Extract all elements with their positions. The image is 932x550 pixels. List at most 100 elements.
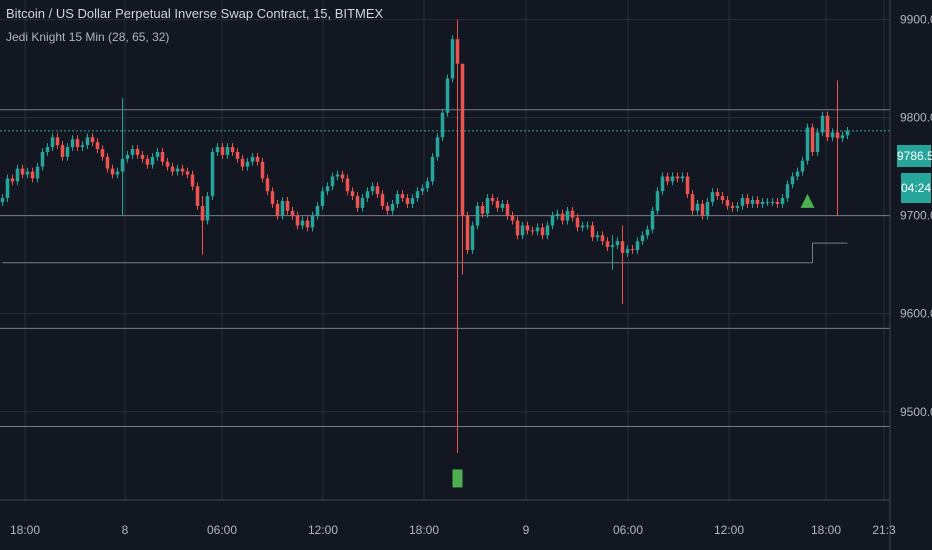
candle-body <box>470 225 475 250</box>
current-price-badge: 9786.5 <box>897 145 932 167</box>
candle-body <box>500 203 505 208</box>
candle-body <box>295 215 300 226</box>
candle-body <box>40 151 45 167</box>
candle-body <box>585 225 590 227</box>
candle-body <box>505 203 510 216</box>
candle-body <box>845 130 850 136</box>
candle-body <box>685 176 690 195</box>
candle-body <box>10 178 15 182</box>
candle-body <box>615 241 620 246</box>
candle-body <box>350 191 355 197</box>
candle-body <box>15 168 20 182</box>
candle-body <box>570 210 575 218</box>
candle-body <box>490 198 495 201</box>
candle-body <box>245 161 250 167</box>
candle-body <box>740 198 745 206</box>
candle-body <box>180 168 185 172</box>
candle-body <box>665 176 670 182</box>
x-tick-label: 06:00 <box>207 523 237 537</box>
candle-body <box>315 205 320 216</box>
candle-body <box>290 210 295 216</box>
candle-body <box>335 174 340 177</box>
candle-body <box>65 147 70 157</box>
candle-body <box>715 192 720 197</box>
candle-body <box>530 230 535 232</box>
candle-body <box>255 156 260 162</box>
candle-body <box>135 149 140 155</box>
candle-body <box>100 149 105 157</box>
candle-body <box>640 235 645 242</box>
candle-body <box>285 200 290 211</box>
candle-body <box>635 241 640 250</box>
candle-body <box>125 154 130 159</box>
candle-body <box>215 147 220 152</box>
candle-body <box>405 198 410 204</box>
candle-body <box>320 191 325 206</box>
candle-body <box>225 147 230 155</box>
candle-body <box>165 161 170 167</box>
candle-body <box>810 127 815 152</box>
candle-body <box>80 145 85 148</box>
candle-body <box>805 127 810 161</box>
candle-body <box>595 235 600 238</box>
candle-body <box>105 156 110 169</box>
candle-body <box>55 137 60 146</box>
candle-body <box>600 235 605 242</box>
candle-body <box>160 151 165 162</box>
candle-body <box>645 229 650 236</box>
candle-body <box>150 156 155 165</box>
candle-body <box>590 225 595 238</box>
candle-body <box>540 227 545 236</box>
candle-body <box>120 158 125 172</box>
y-tick-label: 9900.0 <box>900 13 932 27</box>
y-tick-label: 9700.0 <box>900 209 932 223</box>
candle-body <box>775 201 780 204</box>
x-tick-label: 12:00 <box>308 523 338 537</box>
candle-body <box>240 158 245 167</box>
candle-body <box>835 132 840 139</box>
candle-body <box>340 174 345 179</box>
candle-body <box>555 213 560 216</box>
candle-body <box>800 160 805 172</box>
candle-body <box>485 198 490 214</box>
candle-body <box>480 205 485 214</box>
x-tick-label: 8 <box>122 523 129 537</box>
candle-body <box>450 39 455 79</box>
indicator-label: Jedi Knight 15 Min (28, 65, 32) <box>6 30 170 44</box>
candle-body <box>50 137 55 148</box>
candle-body <box>525 225 530 231</box>
candle-body <box>655 191 660 211</box>
candle-body <box>745 198 750 204</box>
candle-body <box>695 203 700 211</box>
buy-signal-triangle <box>800 193 815 208</box>
candle-body <box>660 176 665 192</box>
x-tick-label: 21:3 <box>872 523 896 537</box>
candle-body <box>730 205 735 208</box>
candle-body <box>755 200 760 204</box>
candle-body <box>475 205 480 226</box>
signal-flag <box>452 469 463 488</box>
candle-body <box>735 205 740 208</box>
x-tick-label: 06:00 <box>613 523 643 537</box>
x-tick-label: 9 <box>523 523 530 537</box>
candle-body <box>75 139 80 148</box>
candle-body <box>175 168 180 172</box>
candle-body <box>260 161 265 179</box>
candle-body <box>610 245 615 248</box>
y-tick-label: 9800.0 <box>900 111 932 125</box>
candle-body <box>625 249 630 253</box>
candle-body <box>760 201 765 204</box>
candle-body <box>30 171 35 179</box>
candle-body <box>190 174 195 187</box>
candle-body <box>235 151 240 159</box>
candle-body <box>445 78 450 113</box>
candle-body <box>5 178 10 199</box>
candle-body <box>145 158 150 165</box>
candle-body <box>205 196 210 221</box>
candle-body <box>710 192 715 202</box>
x-tick-label: 12:00 <box>714 523 744 537</box>
candle-body <box>35 166 40 179</box>
candle-body <box>370 186 375 192</box>
